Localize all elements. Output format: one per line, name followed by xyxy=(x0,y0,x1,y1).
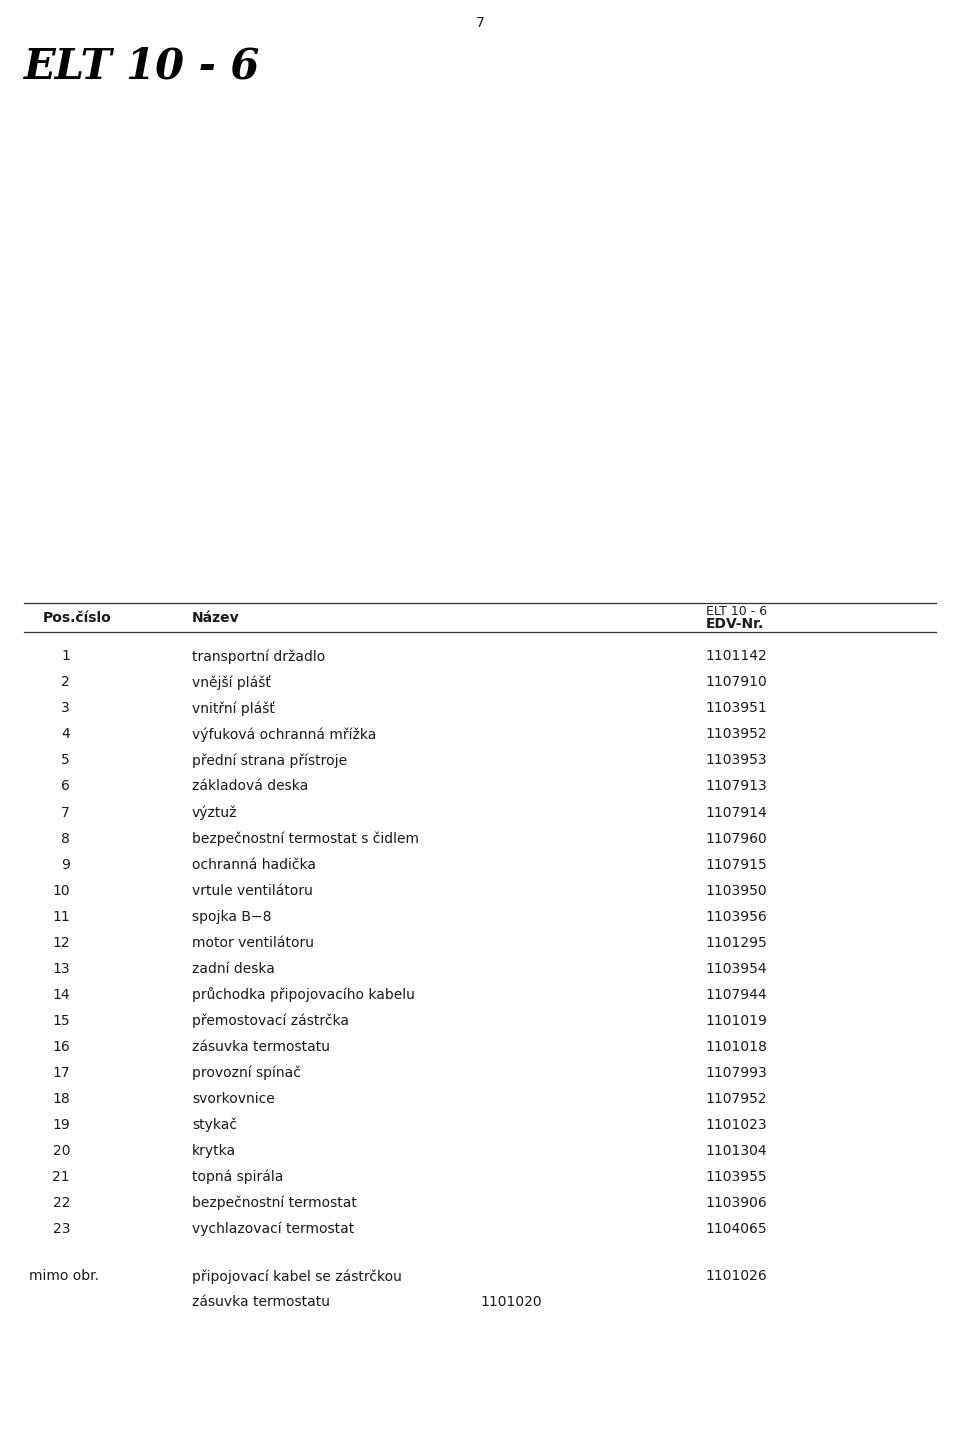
Text: 1107914: 1107914 xyxy=(706,805,767,819)
Text: 8: 8 xyxy=(61,832,70,845)
Text: ELT 10 - 6: ELT 10 - 6 xyxy=(24,46,260,87)
Text: 1101019: 1101019 xyxy=(706,1014,767,1028)
Text: spojka B−8: spojka B−8 xyxy=(192,909,272,924)
Text: 14: 14 xyxy=(53,988,70,1001)
Text: 1107993: 1107993 xyxy=(706,1065,767,1080)
Text: topná spirála: topná spirála xyxy=(192,1170,283,1184)
Text: 1101142: 1101142 xyxy=(706,649,767,664)
Text: motor ventilátoru: motor ventilátoru xyxy=(192,935,314,950)
Text: 15: 15 xyxy=(53,1014,70,1028)
Text: svorkovnice: svorkovnice xyxy=(192,1093,275,1105)
Text: vychlazovací termostat: vychlazovací termostat xyxy=(192,1221,354,1236)
Text: průchodka připojovacího kabelu: průchodka připojovacího kabelu xyxy=(192,987,415,1002)
Text: 1101018: 1101018 xyxy=(706,1040,767,1054)
Text: 1101295: 1101295 xyxy=(706,935,767,950)
Text: Název: Název xyxy=(192,611,240,625)
Text: 23: 23 xyxy=(53,1223,70,1236)
Text: 9: 9 xyxy=(61,858,70,871)
Text: 10: 10 xyxy=(53,884,70,898)
Text: 1107913: 1107913 xyxy=(706,779,767,794)
Text: výztuž: výztuž xyxy=(192,805,237,819)
Text: 1103952: 1103952 xyxy=(706,728,767,741)
Text: 1103906: 1103906 xyxy=(706,1195,767,1210)
Text: krytka: krytka xyxy=(192,1144,236,1158)
Text: 19: 19 xyxy=(53,1118,70,1131)
Text: 20: 20 xyxy=(53,1144,70,1158)
Text: 1101023: 1101023 xyxy=(706,1118,767,1131)
Text: stykač: stykač xyxy=(192,1118,237,1133)
Text: 1107952: 1107952 xyxy=(706,1093,767,1105)
Text: 18: 18 xyxy=(53,1093,70,1105)
Text: 1101304: 1101304 xyxy=(706,1144,767,1158)
Text: vnitřní plášť: vnitřní plášť xyxy=(192,701,275,716)
Text: 1104065: 1104065 xyxy=(706,1223,767,1236)
Text: zadní deska: zadní deska xyxy=(192,962,275,975)
Text: Pos.číslo: Pos.číslo xyxy=(43,611,112,625)
Text: 12: 12 xyxy=(53,935,70,950)
Text: 1103953: 1103953 xyxy=(706,754,767,768)
Text: 21: 21 xyxy=(53,1170,70,1184)
Text: 4: 4 xyxy=(61,728,70,741)
Text: 1103956: 1103956 xyxy=(706,909,767,924)
Text: 11: 11 xyxy=(53,909,70,924)
Text: 7: 7 xyxy=(61,805,70,819)
Text: 1103951: 1103951 xyxy=(706,702,767,715)
Text: 1103950: 1103950 xyxy=(706,884,767,898)
Text: 5: 5 xyxy=(61,754,70,768)
Text: 1101020: 1101020 xyxy=(480,1296,541,1310)
Text: vrtule ventilátoru: vrtule ventilátoru xyxy=(192,884,313,898)
Text: zásuvka termostatu: zásuvka termostatu xyxy=(192,1296,330,1310)
Text: 1103954: 1103954 xyxy=(706,962,767,975)
Text: vnější plášť: vnější plášť xyxy=(192,675,271,689)
Text: připojovací kabel se zástrčkou: připojovací kabel se zástrčkou xyxy=(192,1270,402,1284)
Text: bezpečnostní termostat s čidlem: bezpečnostní termostat s čidlem xyxy=(192,831,419,845)
Text: 1107910: 1107910 xyxy=(706,675,767,689)
Text: výfuková ochranná mřížka: výfuková ochranná mřížka xyxy=(192,728,376,742)
Text: zásuvka termostatu: zásuvka termostatu xyxy=(192,1040,330,1054)
Text: ELT 10 - 6: ELT 10 - 6 xyxy=(706,605,767,618)
Text: mimo obr.: mimo obr. xyxy=(29,1270,99,1283)
Text: 1: 1 xyxy=(61,649,70,664)
Text: 6: 6 xyxy=(61,779,70,794)
Text: 2: 2 xyxy=(61,675,70,689)
Text: EDV-Nr.: EDV-Nr. xyxy=(706,616,764,631)
Text: bezpečnostní termostat: bezpečnostní termostat xyxy=(192,1195,357,1210)
Text: 16: 16 xyxy=(53,1040,70,1054)
Text: 13: 13 xyxy=(53,962,70,975)
Text: transportní držadlo: transportní držadlo xyxy=(192,649,325,664)
Text: provozní spínač: provozní spínač xyxy=(192,1065,300,1080)
Text: základová deska: základová deska xyxy=(192,779,308,794)
Text: 22: 22 xyxy=(53,1195,70,1210)
Text: přemostovací zástrčka: přemostovací zástrčka xyxy=(192,1014,349,1028)
Text: přední strana přístroje: přední strana přístroje xyxy=(192,754,348,768)
Text: 7: 7 xyxy=(475,16,485,30)
Text: ochranná hadička: ochranná hadička xyxy=(192,858,316,871)
Text: 1101026: 1101026 xyxy=(706,1270,767,1283)
Text: 1107960: 1107960 xyxy=(706,832,767,845)
Text: 17: 17 xyxy=(53,1065,70,1080)
Text: 3: 3 xyxy=(61,702,70,715)
Text: 1103955: 1103955 xyxy=(706,1170,767,1184)
Text: 1107915: 1107915 xyxy=(706,858,767,871)
Text: 1107944: 1107944 xyxy=(706,988,767,1001)
